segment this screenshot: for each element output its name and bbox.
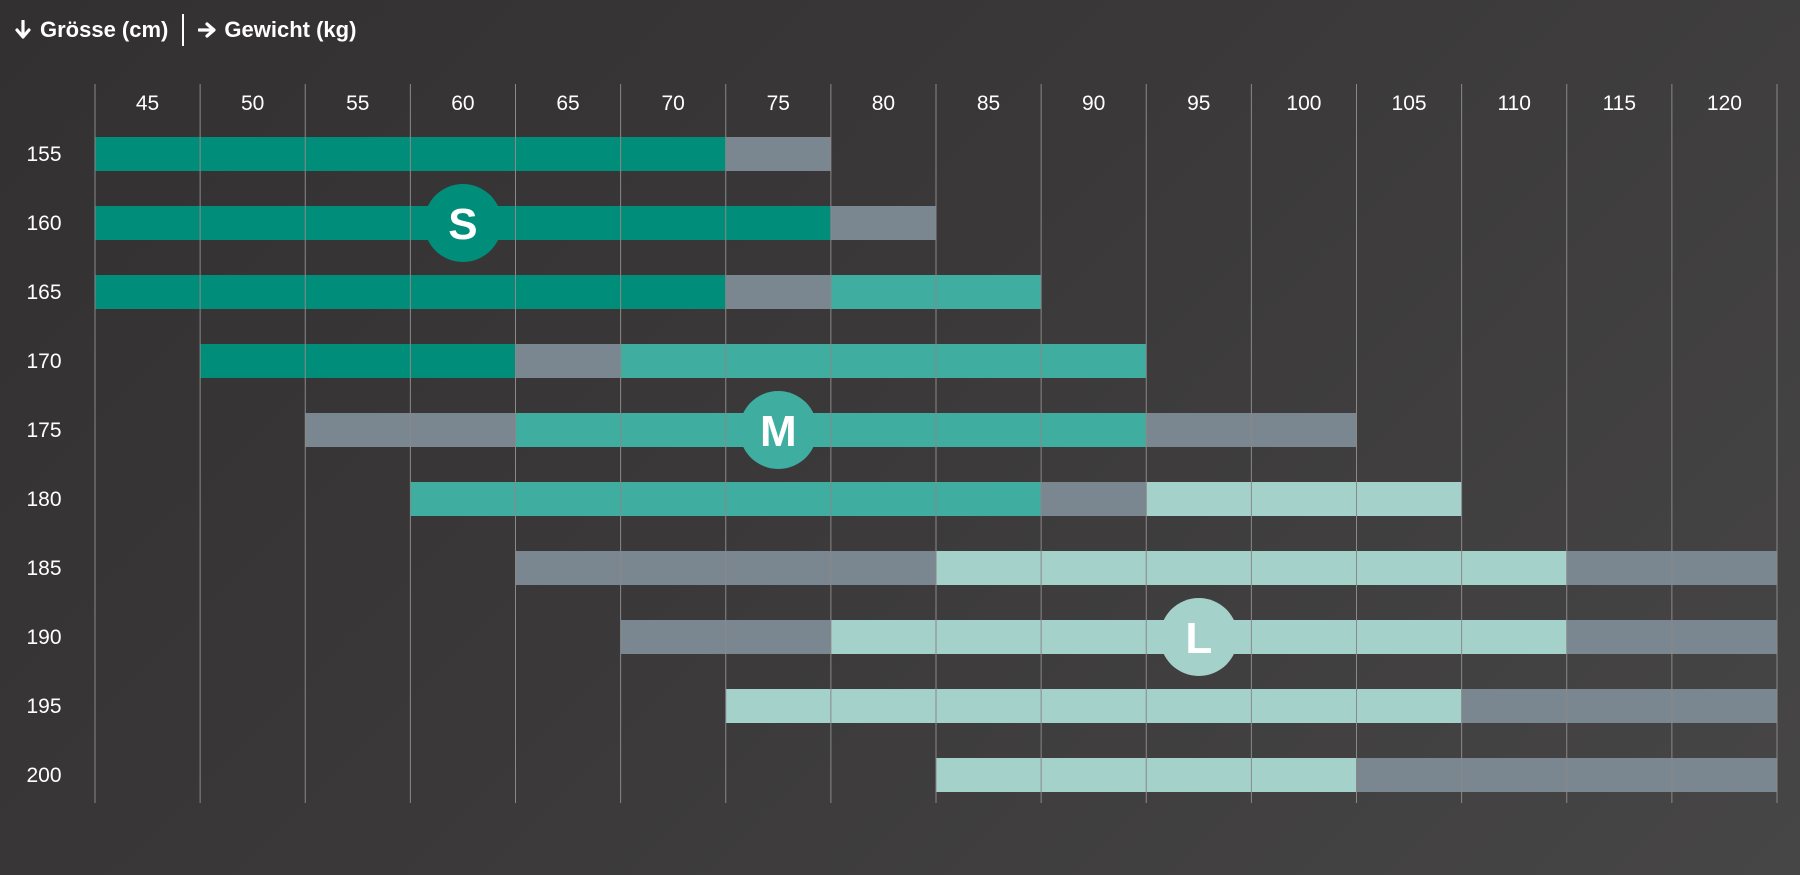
x-tick-label: 85 <box>977 92 1000 115</box>
y-tick-label: 175 <box>26 419 61 442</box>
badge-l-label: L <box>1185 614 1212 663</box>
bar-160-overlap-1 <box>830 206 936 240</box>
arrow-right-icon <box>198 22 216 38</box>
grid-layer <box>94 84 1778 803</box>
bar-180-overlap-1 <box>1041 482 1147 516</box>
bar-170-size-s-0 <box>200 344 516 378</box>
y-tick-label: 160 <box>26 212 61 235</box>
badge-s <box>423 184 502 262</box>
header-divider <box>182 14 185 46</box>
x-tick-label: 115 <box>1603 92 1636 115</box>
y-tick-label: 170 <box>26 350 61 373</box>
bar-155-overlap-1 <box>725 137 831 171</box>
x-tick-label: 80 <box>872 92 895 115</box>
y-tick-label: 190 <box>26 626 61 649</box>
arrow-down-icon <box>15 20 31 39</box>
bar-180-size-l-2 <box>1146 482 1462 516</box>
x-tick-label: 60 <box>451 92 474 115</box>
bar-165-overlap-1 <box>725 275 831 309</box>
y-tick-label: 185 <box>26 557 61 580</box>
x-tick-label: 100 <box>1286 92 1321 115</box>
y-tick-labels: 155 160 165 170 175 180 185 190 195 200 <box>26 143 61 787</box>
x-tick-label: 110 <box>1497 92 1530 115</box>
x-tick-label: 120 <box>1707 92 1742 115</box>
y-tick-label: 195 <box>26 695 61 718</box>
badge-l <box>1159 598 1238 676</box>
x-tick-label: 70 <box>662 92 685 115</box>
bar-195-overlap-1 <box>1461 689 1777 723</box>
x-tick-label: 90 <box>1082 92 1105 115</box>
x-tick-label: 65 <box>556 92 579 115</box>
badge-m <box>739 391 818 469</box>
y-tick-label: 155 <box>26 143 61 166</box>
y-tick-label: 165 <box>26 281 61 304</box>
rows-axis-label: Grösse (cm) <box>40 17 169 42</box>
chart-header: Grösse (cm) Gewicht (kg) <box>14 14 356 46</box>
x-tick-labels: 45 50 55 60 65 70 75 80 85 90 95 100 105 110 115 120 <box>136 92 1742 115</box>
bar-170-size-m-2 <box>620 344 1147 378</box>
x-tick-label: 75 <box>767 92 790 115</box>
bar-170-overlap-1 <box>515 344 621 378</box>
badge-m-label: M <box>760 407 797 456</box>
badge-s-label: S <box>448 200 477 249</box>
x-tick-label: 45 <box>136 92 159 115</box>
cols-axis-label: Gewicht (kg) <box>224 17 357 42</box>
x-tick-label: 50 <box>241 92 264 115</box>
y-tick-label: 200 <box>26 764 61 787</box>
size-badges: S M L <box>423 184 1238 676</box>
y-tick-label: 180 <box>26 488 61 511</box>
x-tick-label: 105 <box>1392 92 1427 115</box>
x-tick-label: 55 <box>346 92 369 115</box>
bar-195-size-l-0 <box>725 689 1462 723</box>
x-tick-label: 95 <box>1187 92 1210 115</box>
